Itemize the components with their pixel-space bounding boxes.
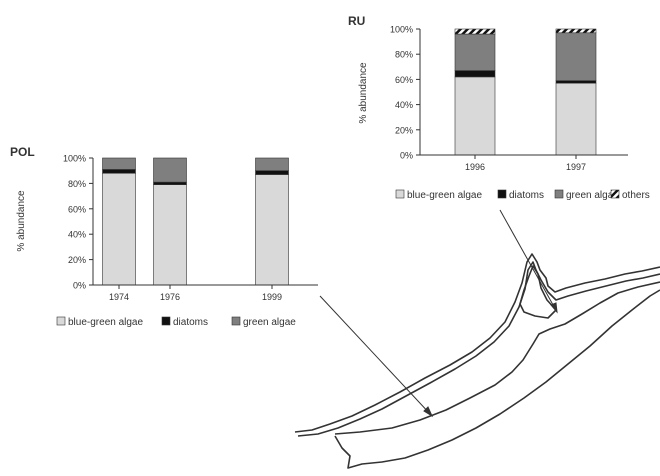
x-labels: 1974 1976 1999 xyxy=(109,292,282,302)
bar-segment xyxy=(255,157,289,171)
y-tick-label: 80% xyxy=(395,50,413,60)
river-bank-north xyxy=(294,253,660,433)
legend-swatch xyxy=(56,316,66,326)
y-tick-label: 0% xyxy=(400,151,413,161)
legend-swatch xyxy=(161,316,171,326)
leader-arrow-pol xyxy=(423,406,434,418)
y-tick-label: 80% xyxy=(68,179,86,189)
x-tick-label: 1976 xyxy=(160,292,180,302)
bars xyxy=(102,157,289,289)
bar-segment xyxy=(102,169,136,174)
chart-ru: RU % abundance 0%20%40%60%80%100% 1996 19… xyxy=(348,14,650,201)
legend-swatch xyxy=(497,189,507,199)
bars xyxy=(454,28,597,159)
legend-swatch xyxy=(231,316,241,326)
leader-lines xyxy=(319,209,558,418)
leader-line-ru xyxy=(499,209,558,313)
bar-segment xyxy=(555,28,597,34)
y-ticks: 0% 20% 40% 60% 80% 100% xyxy=(390,25,420,161)
y-tick-label: 100% xyxy=(390,25,413,35)
x-labels: 1996 1997 xyxy=(465,162,586,172)
legend: blue-green algae diatoms green algae others xyxy=(395,189,650,201)
bar-segment xyxy=(102,157,136,170)
x-tick-label: 1996 xyxy=(465,162,485,172)
y-axis-label: % abundance xyxy=(358,62,369,124)
river-bank-north-inner xyxy=(297,261,660,437)
legend-label: others xyxy=(622,190,650,201)
river-lower-channel xyxy=(334,289,660,469)
bar-segment xyxy=(555,80,597,84)
legend-label: green algae xyxy=(243,317,296,328)
y-axis-label: % abundance xyxy=(16,190,27,252)
legend-label: blue-green algae xyxy=(68,317,143,328)
bar-segment xyxy=(153,157,187,183)
legend: blue-green algae diatoms green algae xyxy=(56,316,296,328)
bar-segment xyxy=(555,82,597,156)
bar-segment xyxy=(454,28,496,35)
chart-title: RU xyxy=(348,14,365,28)
bar-segment xyxy=(454,76,496,156)
bar-segment xyxy=(255,170,289,175)
legend-swatch xyxy=(610,189,620,199)
y-tick-label: 100% xyxy=(63,154,86,164)
x-tick-label: 1974 xyxy=(109,292,129,302)
leader-line-pol xyxy=(319,295,433,417)
y-tick-label: 60% xyxy=(68,204,86,214)
y-ticks: 0% 20% 40% 60% 80% 100% xyxy=(63,154,93,291)
chart-title: POL xyxy=(10,145,35,159)
river-island xyxy=(519,265,557,319)
y-tick-label: 40% xyxy=(68,230,86,240)
y-tick-label: 40% xyxy=(395,100,413,110)
legend-label: blue-green algae xyxy=(407,190,482,201)
bar-segment xyxy=(255,174,289,286)
y-tick-label: 0% xyxy=(73,281,86,291)
y-tick-label: 20% xyxy=(395,125,413,135)
river-map xyxy=(294,253,660,469)
legend-label: diatoms xyxy=(509,190,544,201)
legend-label: green algae xyxy=(566,190,619,201)
river-bank-south xyxy=(334,281,660,435)
legend-swatch xyxy=(554,189,564,199)
bar-segment xyxy=(102,172,136,286)
legend-label: diatoms xyxy=(173,317,208,328)
bar-segment xyxy=(555,32,597,81)
y-tick-label: 60% xyxy=(395,75,413,85)
leader-arrow-ru xyxy=(550,302,558,314)
x-tick-label: 1999 xyxy=(262,292,282,302)
bar-segment xyxy=(153,184,187,286)
bar-segment xyxy=(454,33,496,71)
bar-segment xyxy=(153,181,187,185)
x-tick-label: 1997 xyxy=(566,162,586,172)
y-tick-label: 20% xyxy=(68,255,86,265)
chart-pol: POL % abundance 0%20%40%60%80%100% 1974 1… xyxy=(10,145,318,328)
legend-swatch xyxy=(395,189,405,199)
bar-segment xyxy=(454,70,496,78)
